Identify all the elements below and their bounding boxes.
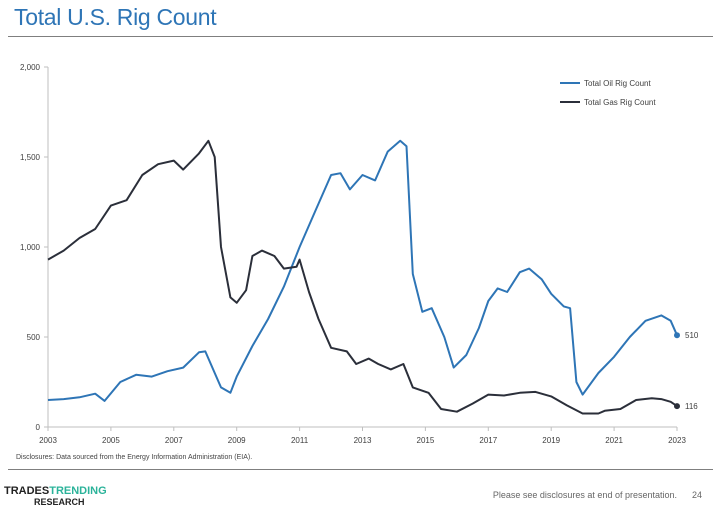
end-point-marker [674, 332, 680, 339]
x-tick-label: 2019 [542, 436, 560, 445]
y-tick-label: 500 [27, 333, 41, 342]
legend-label: Total Oil Rig Count [584, 79, 651, 88]
x-tick-label: 2005 [102, 436, 120, 445]
x-tick-label: 2007 [165, 436, 183, 445]
series-line-oil [47, 139, 678, 402]
title-divider [8, 36, 713, 37]
footer-note: Please see disclosures at end of present… [492, 490, 677, 500]
footer-divider [8, 469, 713, 470]
end-point-marker [674, 403, 680, 410]
y-tick-label: 1,000 [20, 243, 41, 252]
x-tick-label: 2021 [605, 436, 623, 445]
legend-label: Total Gas Rig Count [584, 98, 656, 107]
y-tick-label: 0 [36, 423, 41, 432]
x-tick-label: 2023 [668, 436, 686, 445]
logo-line-1: TRADESTRENDING [4, 484, 107, 497]
logo-trending: TRENDING [49, 485, 107, 497]
disclosure-text: Disclosures: Data sourced from the Energ… [16, 454, 253, 461]
y-tick-label: 2,000 [20, 63, 41, 72]
y-tick-label: 1,500 [20, 153, 41, 162]
x-tick-label: 2009 [228, 436, 246, 445]
page-title: Total U.S. Rig Count [14, 4, 217, 30]
end-value-label: 510 [685, 331, 699, 340]
x-tick-label: 2003 [39, 436, 57, 445]
logo-trades: TRADES [4, 485, 50, 497]
end-value-label: 116 [685, 402, 698, 411]
x-tick-label: 2015 [417, 436, 435, 445]
x-tick-label: 2013 [354, 436, 372, 445]
rig-count-chart: 0 500 1,000 1,500 2,000 2003 2005 2007 2009 2011 2… [20, 63, 699, 445]
logo-research: RESEARCH [34, 497, 85, 507]
company-logo: TRADESTRENDING RESEARCH [4, 484, 107, 507]
x-tick-label: 2017 [479, 436, 497, 445]
series-line-gas [47, 139, 678, 415]
x-tick-label: 2011 [291, 436, 309, 445]
page-number: 24 [692, 490, 703, 500]
